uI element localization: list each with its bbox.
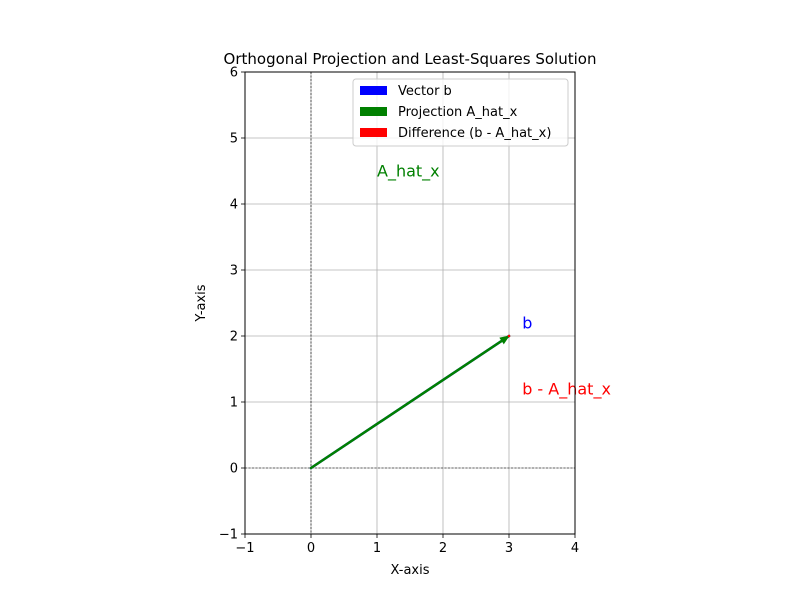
y-tick-label: −1 xyxy=(219,528,238,543)
y-tick-label: 0 xyxy=(230,462,238,477)
x-tick-label: 1 xyxy=(373,541,381,556)
legend-swatch-vector-b xyxy=(360,86,387,95)
y-tick-label: 4 xyxy=(230,198,238,213)
legend-box xyxy=(352,78,569,147)
legend-label-difference: Difference (b - A_hat_x) xyxy=(398,126,551,141)
x-tick-label: 4 xyxy=(571,541,579,556)
y-tick-label: 1 xyxy=(230,396,238,411)
legend-label-projection: Projection A_hat_x xyxy=(398,105,518,120)
annotation-b: b xyxy=(522,313,532,332)
legend-swatch-projection xyxy=(360,107,387,116)
y-axis-label: Y-axis xyxy=(194,284,209,322)
y-tick-label: 5 xyxy=(230,132,238,147)
y-tick-label: 6 xyxy=(230,66,238,81)
vector-series xyxy=(309,334,511,470)
x-tick-label: −1 xyxy=(235,541,254,556)
chart-title: Orthogonal Projection and Least-Squares … xyxy=(224,50,597,68)
x-axis-label: X-axis xyxy=(391,563,430,578)
y-tick-label: 3 xyxy=(230,264,238,279)
annotation-a-hat-x: A_hat_x xyxy=(377,162,440,182)
annotation-b-a-hat-x: b - A_hat_x xyxy=(522,379,611,399)
x-tick-label: 3 xyxy=(505,541,513,556)
legend: Vector b Projection A_hat_x Difference (… xyxy=(352,78,569,147)
vector-projection-a-hat-x xyxy=(309,334,511,470)
legend-swatch-difference xyxy=(360,128,387,137)
reference-lines xyxy=(245,72,575,534)
y-tick-label: 2 xyxy=(230,330,238,345)
axis-ticks: −1 0 1 2 3 4 −1 0 1 2 3 4 5 6 xyxy=(219,66,579,557)
annotations: b A_hat_xb - A_hat_x xyxy=(377,162,611,400)
plot-frame xyxy=(244,71,576,535)
x-tick-label: 2 xyxy=(439,541,447,556)
x-tick-label: 0 xyxy=(307,541,315,556)
legend-label-vector-b: Vector b xyxy=(398,84,452,99)
